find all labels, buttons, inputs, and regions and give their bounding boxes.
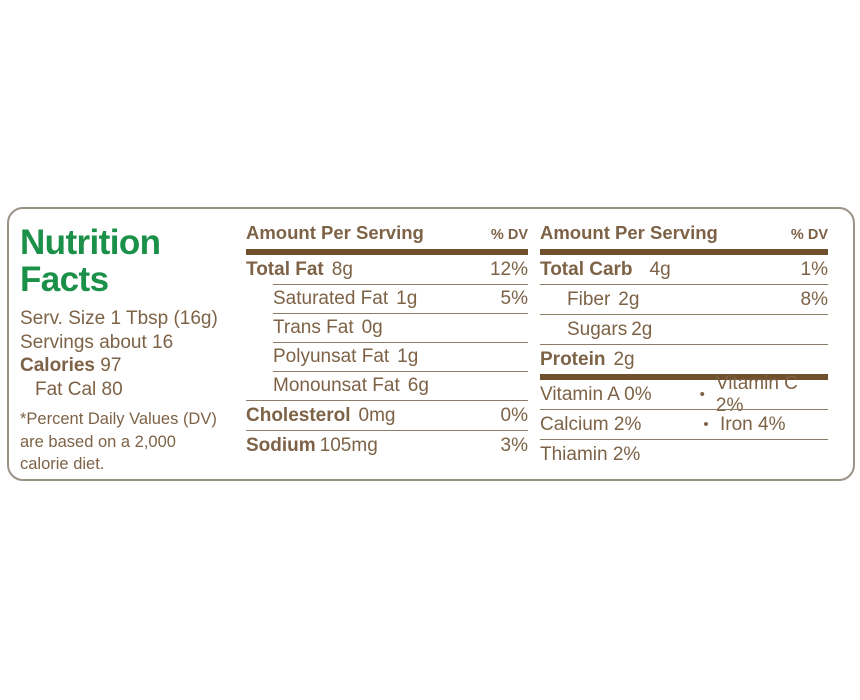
micronutrient-left: Vitamin A 0% <box>540 383 652 405</box>
percent-dv-header: % DV <box>490 227 528 243</box>
micronutrient-right: Iron 4% <box>720 413 786 435</box>
nutrient-row-sugars: Sugars 2g <box>540 314 828 344</box>
table-header-fats: Amount Per Serving % DV <box>246 222 528 249</box>
footnote-line-1: *Percent Daily Values (DV) <box>20 410 217 428</box>
nutrient-name: Saturated Fat <box>273 287 389 309</box>
nutrient-row-polyunsat-fat: Polyunsat Fat 1g <box>246 342 528 371</box>
nutrient-name: Cholesterol <box>246 404 351 426</box>
micronutrient-left: Thiamin 2% <box>540 443 641 465</box>
nutrient-row-saturated-fat: Saturated Fat 1g 5% <box>246 284 528 313</box>
nutrient-name: Sugars <box>567 318 628 340</box>
micronutrient-row-vitamins: Vitamin A 0% • Vitamin C 2% <box>540 373 828 416</box>
nutrient-amount: 2g <box>618 288 640 310</box>
percent-dv-header: % DV <box>790 227 828 243</box>
nutrient-amount: 8g <box>331 258 353 280</box>
nutrient-row-total-carb: Total Carb 4g 1% <box>540 255 828 284</box>
nutrient-dv: 3% <box>500 434 528 456</box>
footnote-line-3: calorie diet. <box>20 455 105 473</box>
nutrient-row-protein: Protein 2g <box>540 344 828 374</box>
nutrient-amount: 1g <box>396 287 418 309</box>
nutrient-row-fiber: Fiber 2g 8% <box>540 284 828 314</box>
micronutrient-row-minerals: Calcium 2% • Iron 4% <box>540 409 828 439</box>
nutrient-name: Polyunsat Fat <box>273 345 390 367</box>
nutrient-dv: 5% <box>500 287 528 309</box>
thick-divider-bar <box>540 249 828 255</box>
nutrient-name: Fiber <box>567 288 611 310</box>
nutrient-dv: 8% <box>800 288 828 310</box>
nutrient-dv: 12% <box>489 258 528 280</box>
nutrient-dv: 0% <box>500 404 528 426</box>
nutrient-name: Trans Fat <box>273 316 354 338</box>
daily-values-footnote: *Percent Daily Values (DV) are based on … <box>20 408 242 476</box>
calories-line: Calories 97 <box>20 354 242 378</box>
nutrition-facts-title: Nutrition Facts <box>20 224 242 298</box>
thick-divider-bar <box>540 374 828 380</box>
nutrient-amount: 1g <box>397 345 419 367</box>
footnote-line-2: are based on a 2,000 <box>20 432 176 451</box>
nutrient-name: Total Fat <box>246 258 324 280</box>
calories-label: Calories <box>20 355 95 376</box>
nutrient-name: Total Carb <box>540 258 633 280</box>
nutrient-amount: 2g <box>613 348 635 370</box>
nutrient-name: Sodium <box>246 434 316 456</box>
table-header-carbs: Amount Per Serving % DV <box>540 222 828 249</box>
nutrient-amount: 105mg <box>319 434 378 456</box>
micronutrient-row-thiamin: Thiamin 2% <box>540 439 828 469</box>
nutrient-row-total-fat: Total Fat 8g 12% <box>246 255 528 284</box>
nutrient-amount: 2g <box>631 318 653 340</box>
title-line-2: Facts <box>20 260 109 299</box>
amount-per-serving-header: Amount Per Serving <box>246 222 424 243</box>
nutrient-row-sodium: Sodium 105mg 3% <box>246 430 528 460</box>
nutrition-facts-label: Nutrition Facts Serv. Size 1 Tbsp (16g) … <box>7 207 855 481</box>
nutrient-name: Monounsat Fat <box>273 374 400 396</box>
servings-per-container: Servings about 16 <box>20 331 174 353</box>
nutrient-dv: 1% <box>800 258 828 280</box>
nutrient-amount: 6g <box>407 374 429 396</box>
fat-nutrients-table: Amount Per Serving % DV Total Fat 8g 12%… <box>246 222 528 460</box>
title-line-1: Nutrition <box>20 223 161 262</box>
label-left-column: Nutrition Facts Serv. Size 1 Tbsp (16g) … <box>20 224 242 476</box>
nutrient-row-trans-fat: Trans Fat 0g <box>246 313 528 342</box>
thick-divider-bar <box>246 249 528 255</box>
nutrient-row-cholesterol: Cholesterol 0mg 0% <box>246 400 528 430</box>
fat-calories-line: Fat Cal 80 <box>35 378 123 400</box>
serving-info: Serv. Size 1 Tbsp (16g) Servings about 1… <box>20 307 242 401</box>
nutrient-name: Protein <box>540 348 606 370</box>
calories-value: 97 <box>100 355 122 376</box>
nutrient-amount: 4g <box>649 258 671 280</box>
nutrient-row-monounsat-fat: Monounsat Fat 6g <box>246 371 528 400</box>
amount-per-serving-header: Amount Per Serving <box>540 222 718 243</box>
micronutrient-left: Calcium 2% <box>540 413 642 435</box>
nutrient-amount: 0mg <box>358 404 396 426</box>
nutrient-amount: 0g <box>361 316 383 338</box>
bullet-separator: • <box>699 386 705 403</box>
carb-nutrients-table: Amount Per Serving % DV Total Carb 4g 1%… <box>540 222 828 469</box>
micronutrient-right: Vitamin C 2% <box>715 372 798 416</box>
bullet-separator: • <box>703 416 709 433</box>
serving-size: Serv. Size 1 Tbsp (16g) <box>20 308 218 329</box>
